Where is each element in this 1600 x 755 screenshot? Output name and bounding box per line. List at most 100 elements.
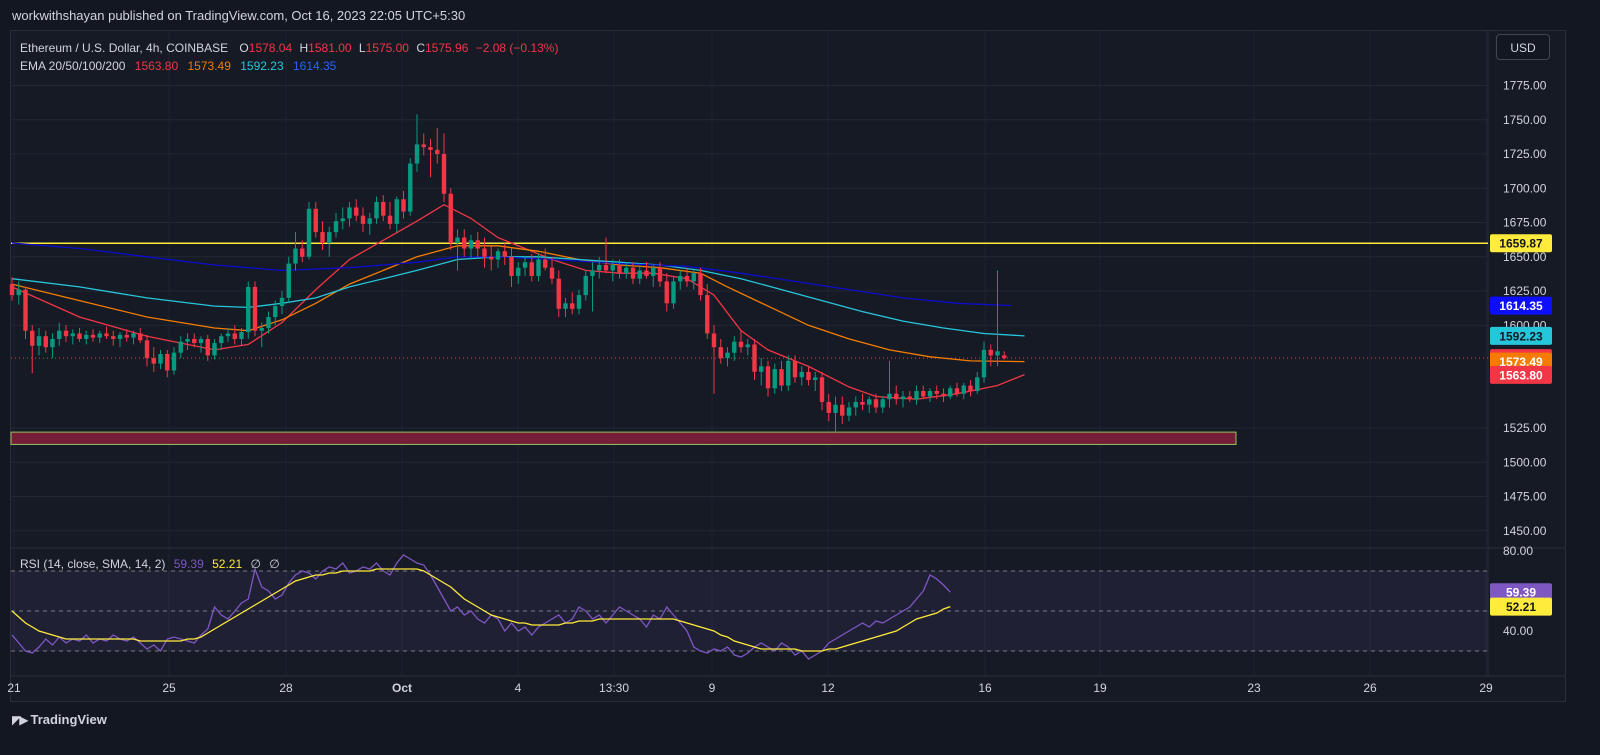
candle-body <box>806 371 811 381</box>
price-tag-label: 1614.35 <box>1499 299 1543 313</box>
rsi-sma-line <box>11 568 951 652</box>
ema200-value: 1614.35 <box>292 59 337 73</box>
candle-body <box>171 352 177 371</box>
candle-body <box>178 341 183 353</box>
candle-body <box>158 354 163 364</box>
candle-body <box>630 267 636 279</box>
candle-body <box>144 340 150 359</box>
price-tick-label: 1625.00 <box>1503 284 1547 298</box>
candle-body <box>880 399 885 408</box>
candle-body <box>16 289 21 296</box>
candle-body <box>43 336 48 348</box>
candle-body <box>725 352 730 359</box>
price-tag <box>1490 326 1552 345</box>
candle-body <box>327 232 332 244</box>
candle-body <box>826 401 831 413</box>
candle-body <box>968 385 973 392</box>
time-tick-label: Oct <box>392 681 412 695</box>
price-tick-label: 1525.00 <box>1503 421 1547 435</box>
high-key: H <box>299 41 309 55</box>
candle-body <box>239 332 244 339</box>
time-tick-label: 13:30 <box>599 681 629 695</box>
time-tick-label: 26 <box>1363 681 1377 695</box>
candle-body <box>576 295 582 309</box>
candle-body <box>381 201 386 216</box>
candle-body <box>563 303 568 309</box>
candle-body <box>246 286 251 333</box>
candle-body <box>138 333 143 341</box>
currency-button[interactable]: USD <box>1496 34 1550 60</box>
symbol-title: Ethereum / U.S. Dollar, 4h, COINBASE <box>20 41 229 55</box>
time-tick-label: 4 <box>515 681 522 695</box>
candle-body <box>846 407 852 416</box>
price-tag <box>1490 296 1552 315</box>
price-tick-label: 1750.00 <box>1503 113 1547 127</box>
candle-body <box>30 330 35 346</box>
candle-body <box>995 351 1000 356</box>
candle-body <box>354 207 359 216</box>
rsi-line <box>11 554 951 660</box>
candle-body <box>752 344 757 372</box>
candle-body <box>482 248 487 257</box>
rsi-extra-2: ∅ <box>269 557 280 571</box>
candle-body <box>455 237 460 244</box>
price-tag-label: 1563.80 <box>1499 368 1543 382</box>
candle-body <box>813 377 818 381</box>
candle-body <box>300 248 305 257</box>
publisher-line: workwithshayan published on TradingView.… <box>12 8 466 23</box>
candle-body <box>934 391 939 394</box>
candle-body <box>232 333 237 339</box>
candle-body <box>428 147 433 150</box>
candle-body <box>124 334 129 338</box>
change-value: −2.08 (−0.13%) <box>475 41 559 55</box>
candle-body <box>732 341 737 353</box>
candle-body <box>50 338 55 348</box>
time-tick-label: 21 <box>7 681 21 695</box>
rsi-value: 59.39 <box>173 557 204 571</box>
footer-brand[interactable]: ◤▶ TradingView <box>12 712 107 727</box>
rsi-extra-1: ∅ <box>250 557 261 571</box>
candle-body <box>192 338 197 344</box>
candle-body <box>954 388 960 394</box>
candle-body <box>293 248 298 264</box>
candle-body <box>90 334 96 338</box>
candle-body <box>441 154 447 194</box>
top-bar: workwithshayan published on TradingView.… <box>0 0 1600 30</box>
candle-body <box>765 366 771 389</box>
candle-body <box>468 240 474 249</box>
candle-body <box>597 264 602 271</box>
ema20-value: 1563.80 <box>134 59 179 73</box>
candle-body <box>421 144 426 148</box>
price-tick-label: 1700.00 <box>1503 181 1547 195</box>
candle-body <box>583 275 588 296</box>
rsi-tag <box>1490 597 1552 616</box>
candle-body <box>860 401 865 405</box>
candle-body <box>333 221 339 233</box>
tradingview-logo-icon: ◤▶ <box>12 712 29 727</box>
candle-body <box>509 256 514 276</box>
candle-body <box>900 396 906 400</box>
candle-body <box>313 208 318 233</box>
candle-body <box>988 349 993 356</box>
candle-body <box>738 341 744 348</box>
candle-body <box>489 256 494 260</box>
rsi-tag <box>1490 583 1552 602</box>
ema-label: EMA 20/50/100/200 <box>20 59 126 73</box>
candle-body <box>867 399 872 405</box>
candle-body <box>657 267 663 282</box>
low-key: L <box>358 41 366 55</box>
candle-body <box>259 327 264 331</box>
candle-body <box>981 349 987 378</box>
candle-body <box>536 259 541 276</box>
rsi-tag-label: 52.21 <box>1506 600 1536 614</box>
candle-body <box>603 264 609 271</box>
candle-body <box>151 358 156 364</box>
candle-body <box>772 369 777 389</box>
candle-body <box>819 377 825 402</box>
support-zone <box>10 431 1237 445</box>
candle-body <box>927 391 933 397</box>
candle-body <box>185 338 190 342</box>
candle-body <box>887 393 892 400</box>
low-value: 1575.00 <box>365 41 409 55</box>
